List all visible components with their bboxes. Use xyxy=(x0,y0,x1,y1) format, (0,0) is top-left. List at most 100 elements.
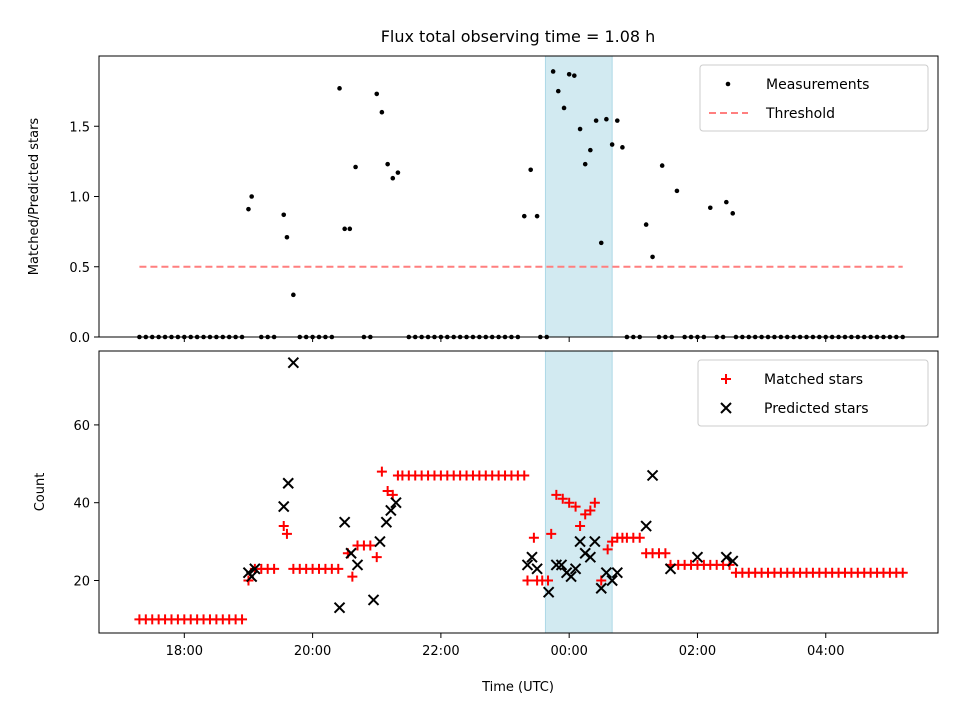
predicted-star-point xyxy=(526,551,538,563)
matched-star-point xyxy=(347,571,358,582)
measurement-point xyxy=(347,226,353,232)
measurement-point xyxy=(555,88,561,94)
measurement-point xyxy=(561,105,567,111)
y-axis-label: Count xyxy=(33,473,48,512)
predicted-star-point xyxy=(600,567,613,579)
predicted-star-point xyxy=(338,516,351,528)
matched-star-point xyxy=(522,575,533,586)
matched-star-point xyxy=(589,497,600,508)
matched-star-point xyxy=(333,563,344,574)
matched-star-point xyxy=(365,540,376,551)
measurement-point xyxy=(724,199,729,205)
measurement-point xyxy=(246,206,251,212)
measurement-point xyxy=(284,234,290,240)
measurement-point xyxy=(291,292,296,298)
x-tick-label: 02:00 xyxy=(679,644,716,659)
y-tick-label: 1.0 xyxy=(69,191,90,206)
x-tick-label: 22:00 xyxy=(422,644,459,659)
legend-plus-marker xyxy=(721,374,731,384)
matched-star-point xyxy=(551,489,562,500)
legend-label: Matched stars xyxy=(764,372,863,388)
predicted-star-point xyxy=(278,500,290,513)
predicted-star-point xyxy=(345,547,357,559)
matched-star-point xyxy=(543,575,554,586)
matched-star-point xyxy=(376,466,387,477)
predicted-star-point xyxy=(640,520,652,532)
measurement-point xyxy=(588,147,593,153)
matched-star-point xyxy=(634,532,645,543)
legend-x-marker xyxy=(720,402,732,414)
legend-label: Threshold xyxy=(765,106,835,122)
matched-star-point xyxy=(575,521,586,532)
measurement-point xyxy=(609,142,615,147)
predicted-star-point xyxy=(542,586,555,598)
matched-star-point xyxy=(585,505,596,516)
legend-box xyxy=(697,359,929,427)
measurement-point xyxy=(342,226,347,232)
x-tick-label: 00:00 xyxy=(550,644,587,659)
measurement-point xyxy=(281,212,287,218)
measurement-point xyxy=(521,213,527,219)
axes-frame xyxy=(98,55,939,338)
predicted-star-point xyxy=(249,563,261,575)
matched-star-point xyxy=(570,501,581,512)
predicted-star-point xyxy=(351,559,364,571)
measurement-point xyxy=(528,167,533,173)
matched-star-point xyxy=(546,528,557,539)
predicted-star-point xyxy=(385,504,397,517)
matched-star-point xyxy=(237,614,248,625)
matched-star-point xyxy=(564,497,575,508)
measurement-point xyxy=(604,116,609,122)
y-tick-label: 0.5 xyxy=(69,261,90,276)
predicted-star-point xyxy=(380,516,393,528)
measurement-point xyxy=(659,163,665,168)
predicted-star-point xyxy=(611,567,623,579)
legend-box xyxy=(699,64,929,132)
measurement-point xyxy=(582,161,588,167)
observing-window-band xyxy=(544,55,613,338)
predicted-star-point xyxy=(287,356,300,369)
measurement-point xyxy=(337,86,342,91)
measurement-point xyxy=(598,240,604,246)
matched-star-point xyxy=(278,521,289,532)
predicted-star-point xyxy=(589,535,601,548)
y-axis-label: Matched/Predicted stars xyxy=(27,118,42,276)
measurement-point xyxy=(390,175,396,181)
predicted-star-point xyxy=(565,570,577,583)
y-tick-label: 0.0 xyxy=(69,331,90,346)
predicted-star-point xyxy=(550,559,563,571)
legend: Measurements Threshold xyxy=(699,64,929,132)
x-tick-label: 04:00 xyxy=(807,644,844,659)
matched-star-point xyxy=(580,509,591,520)
predicted-star-point xyxy=(569,563,582,575)
matched-star-point xyxy=(269,563,280,574)
measurement-point xyxy=(730,211,736,216)
predicted-star-point xyxy=(245,570,258,583)
measurement-point xyxy=(674,188,680,194)
predicted-star-point xyxy=(584,551,597,563)
y-tick-label: 40 xyxy=(73,497,90,512)
y-tick-label: 60 xyxy=(73,419,90,434)
predicted-star-point xyxy=(531,563,543,575)
predicted-star-point xyxy=(282,477,294,489)
measurement-point xyxy=(566,71,572,77)
measurement-point xyxy=(593,118,599,123)
axes-frame xyxy=(98,350,939,634)
matched-star-point xyxy=(371,552,382,563)
predicted-star-point xyxy=(374,535,386,548)
measurement-point xyxy=(707,205,713,211)
predicted-star-point xyxy=(720,551,733,563)
measurement-point xyxy=(534,213,540,219)
x-tick-label: 20:00 xyxy=(294,644,331,659)
predicted-star-point xyxy=(555,559,568,571)
matched-star-point xyxy=(897,567,908,578)
measurement-point xyxy=(577,126,583,132)
legend-label: Measurements xyxy=(766,77,869,93)
legend-dot-marker xyxy=(725,81,731,87)
matched-star-point xyxy=(602,544,613,555)
measurement-point xyxy=(395,170,401,175)
measurement-point xyxy=(353,164,358,170)
measurement-point xyxy=(643,222,649,227)
y-tick-label: 20 xyxy=(73,574,90,589)
